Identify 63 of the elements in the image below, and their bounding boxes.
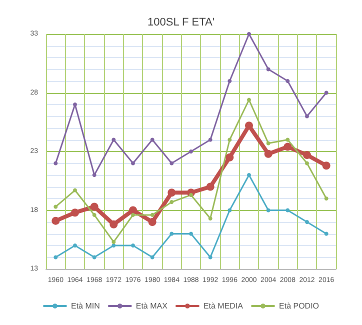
point <box>266 208 270 212</box>
point <box>150 212 154 217</box>
legend-label: Età PODIO <box>279 302 320 310</box>
point <box>324 90 328 95</box>
point <box>110 220 118 228</box>
point <box>129 206 137 214</box>
point <box>208 138 212 142</box>
point <box>54 161 58 166</box>
chart-title: 100SL F ETA' <box>148 16 214 28</box>
point <box>148 218 156 226</box>
point <box>92 173 96 177</box>
point <box>266 67 270 72</box>
point <box>168 188 176 197</box>
legend-label: Età MEDIA <box>203 302 244 310</box>
legend-label: Età MIN <box>70 302 100 310</box>
point <box>266 141 270 146</box>
point <box>170 161 174 166</box>
point <box>286 79 290 83</box>
point <box>228 138 232 142</box>
point <box>286 138 290 142</box>
point <box>322 162 330 170</box>
point <box>112 244 116 248</box>
point <box>150 138 154 142</box>
point <box>112 240 116 244</box>
point <box>71 208 79 217</box>
point <box>247 98 251 102</box>
point <box>286 208 290 212</box>
point <box>54 255 58 260</box>
point <box>54 204 58 209</box>
point <box>324 196 328 200</box>
point <box>189 232 193 236</box>
point <box>131 161 135 166</box>
point <box>90 202 98 211</box>
point <box>208 216 212 220</box>
point <box>170 232 174 236</box>
point <box>206 182 214 191</box>
point <box>284 142 292 151</box>
point <box>92 212 96 217</box>
point <box>131 244 135 248</box>
point <box>305 114 309 118</box>
point <box>264 150 272 158</box>
point <box>247 32 251 36</box>
point <box>324 232 328 236</box>
point <box>245 122 253 130</box>
point <box>170 200 174 204</box>
point <box>305 220 309 224</box>
point <box>112 138 116 142</box>
point <box>226 153 234 162</box>
point <box>303 151 311 160</box>
point <box>150 255 154 260</box>
point <box>189 150 193 154</box>
point <box>131 212 135 217</box>
point <box>73 102 77 106</box>
point <box>305 161 309 166</box>
point <box>228 79 232 83</box>
legend-label: Età MAX <box>136 302 168 310</box>
point <box>73 244 77 248</box>
point <box>208 255 212 260</box>
point <box>73 188 77 192</box>
point <box>52 216 60 225</box>
point <box>247 173 251 177</box>
point <box>92 255 96 260</box>
point <box>228 208 232 212</box>
